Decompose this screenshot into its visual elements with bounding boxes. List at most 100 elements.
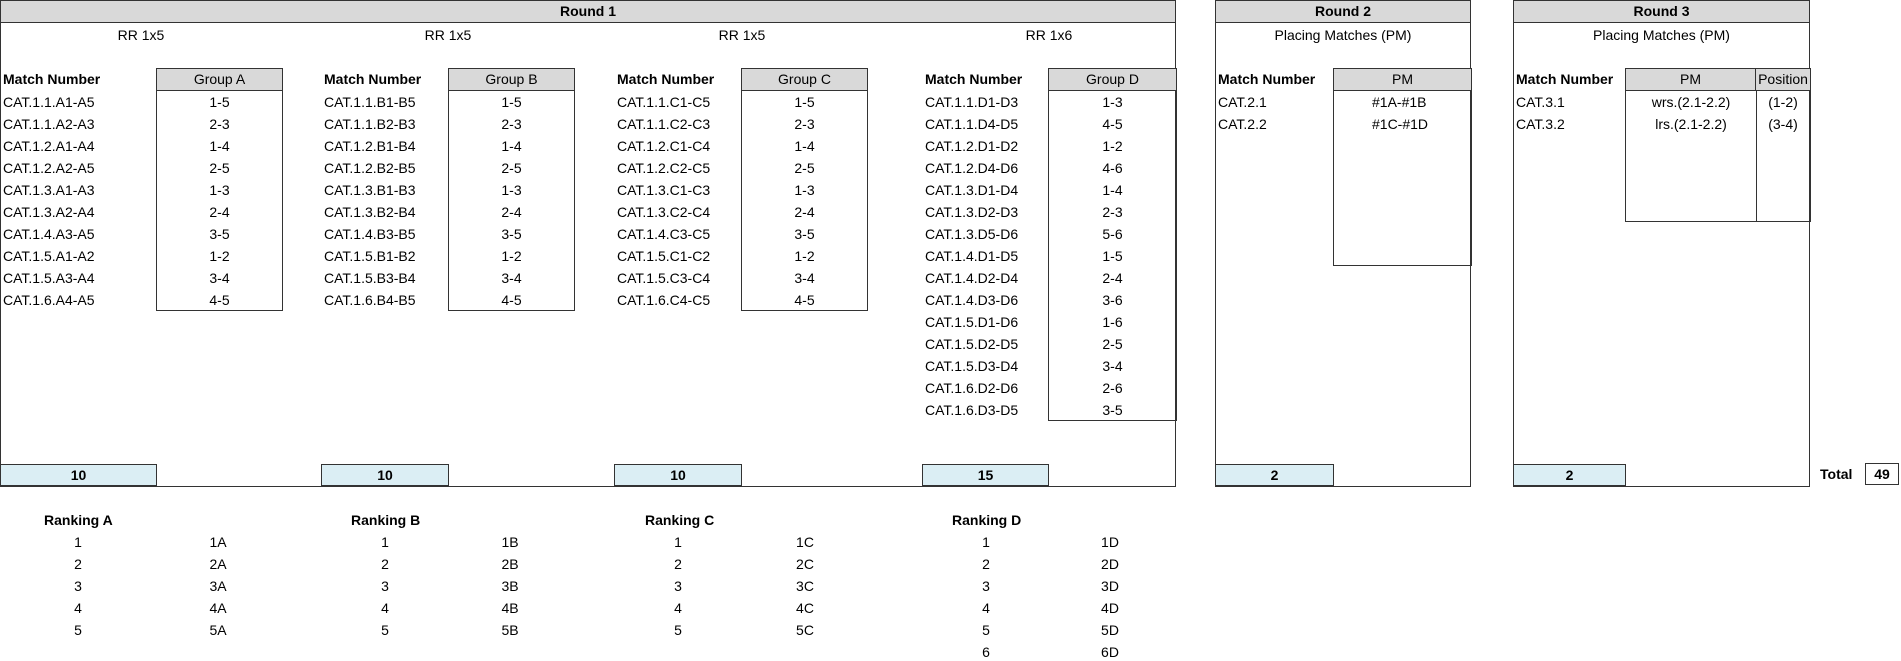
pair-cell: 1-3 bbox=[209, 182, 230, 198]
pair-cell: 2-5 bbox=[209, 160, 230, 176]
match-number-cell: CAT.1.4.D1-D5 bbox=[925, 248, 1019, 264]
round2-pm-header: PM bbox=[1334, 69, 1471, 91]
round3-header-row: PM Position bbox=[1626, 69, 1810, 91]
ranking-code: 3B bbox=[501, 578, 519, 594]
round2-match-header: Match Number bbox=[1218, 71, 1316, 87]
round3-rows: wrs.(2.1-2.2) (1-2) lrs.(2.1-2.2) (3-4) bbox=[1626, 91, 1810, 135]
pair-cell: 3-4 bbox=[209, 270, 230, 286]
pm-cell: wrs.(2.1-2.2) bbox=[1651, 94, 1731, 110]
ranking-code: 2A bbox=[209, 556, 227, 572]
match-number-cell: CAT.1.2.D1-D2 bbox=[925, 138, 1019, 154]
match-number-cell: CAT.1.6.C4-C5 bbox=[617, 292, 711, 308]
ranking-position: 2 bbox=[381, 556, 389, 572]
group-d-format: RR 1x6 bbox=[1025, 27, 1073, 43]
pair-cell: 2-3 bbox=[1102, 204, 1123, 220]
match-number-cell: CAT.1.5.D3-D4 bbox=[925, 358, 1019, 374]
ranking-position: 6 bbox=[982, 644, 990, 660]
match-number-cell: CAT.1.4.A3-A5 bbox=[3, 226, 95, 242]
group-a-pairs: 1-5 2-3 1-4 2-5 1-3 2-4 3-5 1-2 3-4 4-5 bbox=[157, 91, 282, 311]
ranking-position: 5 bbox=[674, 622, 682, 638]
group-d-pairs: 1-3 4-5 1-2 4-6 1-4 2-3 5-6 1-5 2-4 3-6 1-6 2-5 3-4 2… bbox=[1049, 91, 1176, 421]
ranking-title: Ranking C bbox=[645, 512, 715, 528]
ranking-code: 2C bbox=[796, 556, 814, 572]
pair-cell: 1-2 bbox=[794, 248, 815, 264]
match-number-cell: CAT.1.6.B4-B5 bbox=[324, 292, 416, 308]
ranking-title: Ranking D bbox=[952, 512, 1022, 528]
group-c-format: RR 1x5 bbox=[718, 27, 766, 43]
ranking-code: 4B bbox=[501, 600, 519, 616]
group-b-header: Group B bbox=[449, 69, 574, 91]
match-number-cell: CAT.1.3.B1-B3 bbox=[324, 182, 416, 198]
pair-cell: 4-5 bbox=[1102, 116, 1123, 132]
match-number-cell: CAT.1.6.A4-A5 bbox=[3, 292, 95, 308]
ranking-code: 1D bbox=[1101, 534, 1119, 550]
pair-cell: 4-6 bbox=[1102, 160, 1123, 176]
round3-pm-box: PM Position wrs.(2.1-2.2) (1-2) lrs.(2.1-2… bbox=[1625, 68, 1811, 222]
pair-cell: 1-2 bbox=[1102, 138, 1123, 154]
group-c-header: Group C bbox=[742, 69, 867, 91]
ranking-position: 5 bbox=[381, 622, 389, 638]
ranking-code: 5B bbox=[501, 622, 519, 638]
pair-cell: 3-5 bbox=[501, 226, 522, 242]
match-number-cell: CAT.1.2.D4-D6 bbox=[925, 160, 1019, 176]
group-b-format: RR 1x5 bbox=[424, 27, 472, 43]
match-number-cell: CAT.1.5.A3-A4 bbox=[3, 270, 95, 286]
match-number-cell: CAT.1.6.D3-D5 bbox=[925, 402, 1019, 418]
pair-cell: 3-5 bbox=[1102, 402, 1123, 418]
position-cell: (1-2) bbox=[1768, 94, 1798, 110]
ranking-code: 2D bbox=[1101, 556, 1119, 572]
match-number-cell: CAT.1.1.B1-B5 bbox=[324, 94, 416, 110]
ranking-position: 2 bbox=[674, 556, 682, 572]
match-number-cell: CAT.1.5.B3-B4 bbox=[324, 270, 416, 286]
pair-cell: 1-2 bbox=[501, 248, 522, 264]
match-number-cell: CAT.1.3.D1-D4 bbox=[925, 182, 1019, 198]
ranking-position: 4 bbox=[982, 600, 990, 616]
match-number-cell: CAT.1.5.B1-B2 bbox=[324, 248, 416, 264]
pair-cell: 1-4 bbox=[1102, 182, 1123, 198]
pair-cell: 1-5 bbox=[501, 94, 522, 110]
round2-title: Round 2 bbox=[1216, 1, 1470, 23]
match-number-cell: CAT.1.5.C3-C4 bbox=[617, 270, 711, 286]
pair-cell: 2-5 bbox=[794, 160, 815, 176]
group-b-box: Group B 1-5 2-3 1-4 2-5 1-3 2-4 3-5 1-2 3-4 4-5 bbox=[448, 68, 575, 311]
ranking-position: 1 bbox=[74, 534, 82, 550]
pair-cell: 1-4 bbox=[794, 138, 815, 154]
pair-cell: 4-5 bbox=[794, 292, 815, 308]
ranking-position: 1 bbox=[674, 534, 682, 550]
pair-cell: 4-5 bbox=[501, 292, 522, 308]
ranking-code: 4C bbox=[796, 600, 814, 616]
ranking-code: 4D bbox=[1101, 600, 1119, 616]
round3-position-header: Position bbox=[1758, 71, 1808, 87]
ranking-code: 3A bbox=[209, 578, 227, 594]
group-d-count: 15 bbox=[922, 464, 1049, 486]
position-cell: (3-4) bbox=[1768, 116, 1798, 132]
pair-cell: 1-2 bbox=[209, 248, 230, 264]
match-number-cell: CAT.1.2.C2-C5 bbox=[617, 160, 711, 176]
total-value: 49 bbox=[1865, 463, 1899, 485]
match-number-cell: CAT.1.3.A2-A4 bbox=[3, 204, 95, 220]
round3-pm-header: PM bbox=[1626, 69, 1756, 90]
ranking-code: 5C bbox=[796, 622, 814, 638]
ranking-position: 3 bbox=[674, 578, 682, 594]
group-c-box: Group C 1-5 2-3 1-4 2-5 1-3 2-4 3-5 1-2 3-4 4-5 bbox=[741, 68, 868, 311]
ranking-title: Ranking B bbox=[351, 512, 421, 528]
pm-cell: lrs.(2.1-2.2) bbox=[1655, 116, 1727, 132]
match-number-cell: CAT.1.5.D2-D5 bbox=[925, 336, 1019, 352]
ranking-position: 2 bbox=[982, 556, 990, 572]
ranking-position: 3 bbox=[982, 578, 990, 594]
round3-match-header: Match Number bbox=[1516, 71, 1614, 87]
pm-cell: #1C-#1D bbox=[1372, 116, 1429, 132]
total-label: Total bbox=[1820, 466, 1853, 482]
ranking-position: 1 bbox=[982, 534, 990, 550]
round3-count: 2 bbox=[1513, 464, 1626, 486]
ranking-position: 3 bbox=[381, 578, 389, 594]
ranking-code: 5A bbox=[209, 622, 227, 638]
pm-cell: #1A-#1B bbox=[1372, 94, 1427, 110]
match-number-cell: CAT.1.1.D1-D3 bbox=[925, 94, 1019, 110]
pair-cell: 1-4 bbox=[501, 138, 522, 154]
ranking-code: 3D bbox=[1101, 578, 1119, 594]
ranking-position: 4 bbox=[74, 600, 82, 616]
round1-title: Round 1 bbox=[1, 1, 1175, 23]
match-number-cell: CAT.1.4.D3-D6 bbox=[925, 292, 1019, 308]
match-number-cell: CAT.1.2.C1-C4 bbox=[617, 138, 711, 154]
